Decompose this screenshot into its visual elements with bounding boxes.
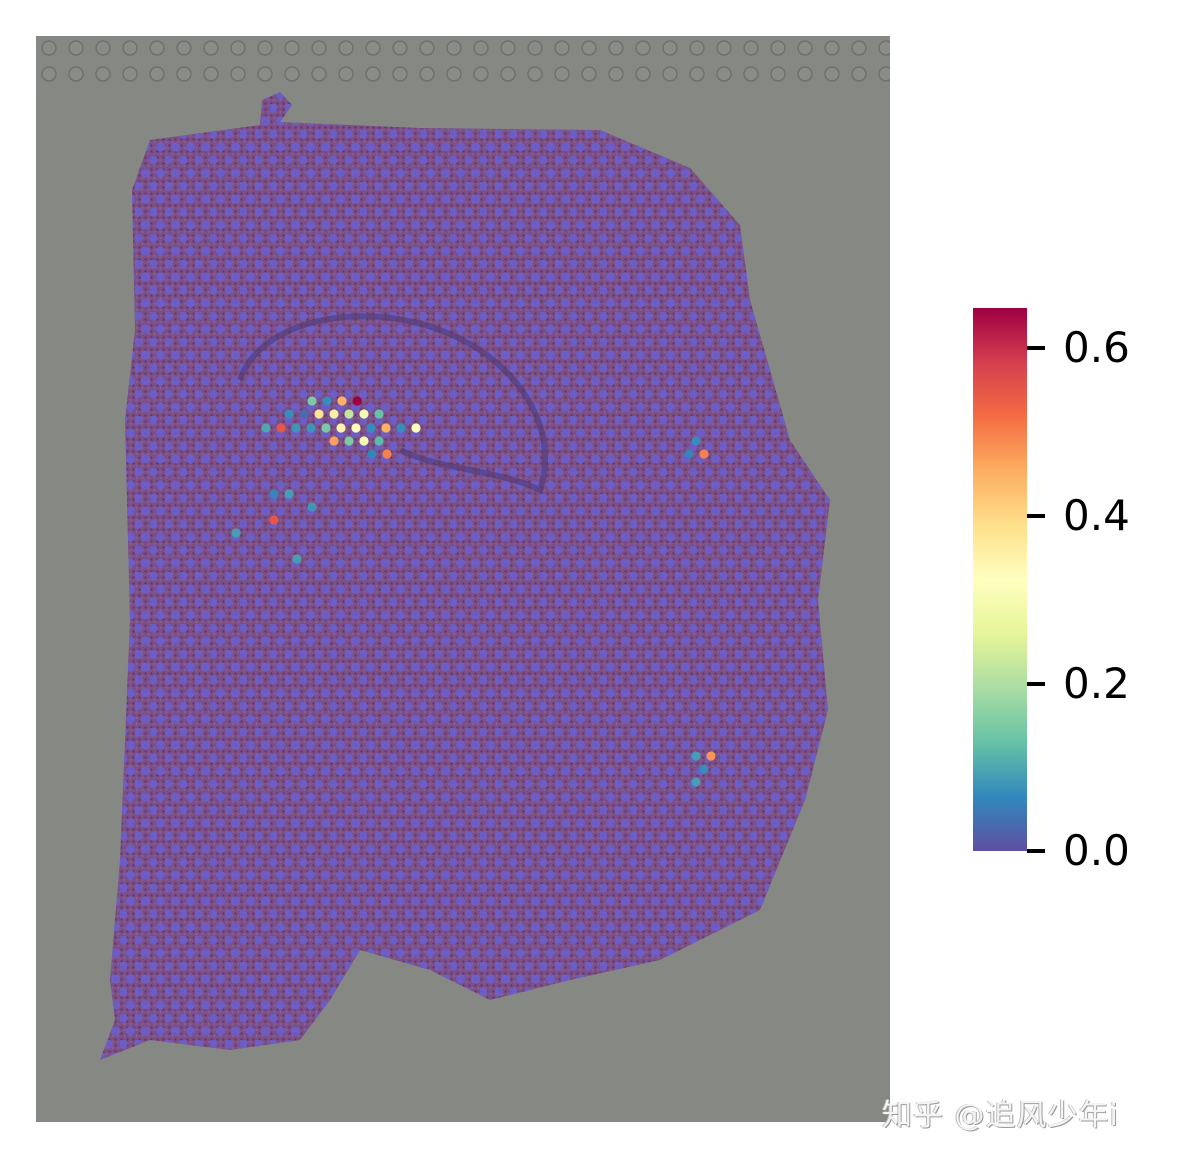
- expression-spot: [269, 515, 279, 525]
- tick-mark: [1027, 346, 1045, 350]
- expression-spot: [321, 423, 331, 433]
- tick-label: 0.0: [1063, 826, 1130, 875]
- expression-spot: [359, 436, 369, 446]
- expression-spot: [231, 528, 241, 538]
- expression-spot: [381, 423, 391, 433]
- hippocampus-outline: [237, 313, 549, 495]
- expression-spot: [351, 423, 361, 433]
- expression-spot: [374, 436, 384, 446]
- expression-spot: [706, 751, 716, 761]
- expression-spot: [367, 449, 377, 459]
- expression-spot: [366, 423, 376, 433]
- expression-spot: [411, 423, 421, 433]
- expression-spot: [306, 423, 316, 433]
- tissue-section: [100, 92, 830, 1060]
- expression-spot: [269, 489, 279, 499]
- tick-mark: [1027, 514, 1045, 518]
- tick-label: 0.4: [1063, 491, 1130, 540]
- highlighted-spots: [231, 396, 716, 787]
- expression-spot: [344, 409, 354, 419]
- expression-spot: [307, 502, 317, 512]
- expression-spot: [336, 423, 346, 433]
- expression-spot: [276, 423, 286, 433]
- colorbar: [973, 308, 1027, 851]
- expression-spot: [291, 423, 301, 433]
- expression-spot: [691, 751, 701, 761]
- expression-spot: [337, 396, 347, 406]
- expression-spot: [352, 396, 362, 406]
- tick-label: 0.6: [1063, 323, 1130, 372]
- expression-spot: [691, 777, 701, 787]
- expression-spot: [307, 396, 317, 406]
- expression-spot: [284, 409, 294, 419]
- tick-label: 0.2: [1063, 659, 1130, 708]
- tick-mark: [1027, 682, 1045, 686]
- expression-spot: [396, 423, 406, 433]
- expression-spot: [359, 409, 369, 419]
- expression-spot: [382, 449, 392, 459]
- expression-spot: [284, 489, 294, 499]
- spatial-plot: [36, 36, 890, 1122]
- watermark-text: 知乎 @追风少年i: [882, 1098, 1119, 1133]
- expression-spot: [329, 436, 339, 446]
- expression-spot: [684, 449, 694, 459]
- fiducial-beads: [36, 36, 890, 86]
- expression-spot: [314, 409, 324, 419]
- expression-spot: [699, 449, 709, 459]
- expression-spot: [322, 396, 332, 406]
- expression-spot: [344, 436, 354, 446]
- expression-spot: [691, 436, 701, 446]
- colorbar-ticks: 0.0 0.2 0.4 0.6: [1027, 308, 1177, 875]
- expression-spot: [299, 409, 309, 419]
- expression-spot: [699, 764, 709, 774]
- expression-spot: [374, 409, 384, 419]
- expression-spot: [292, 554, 302, 564]
- expression-spot: [261, 423, 271, 433]
- tick-mark: [1027, 849, 1045, 853]
- expression-spot: [329, 409, 339, 419]
